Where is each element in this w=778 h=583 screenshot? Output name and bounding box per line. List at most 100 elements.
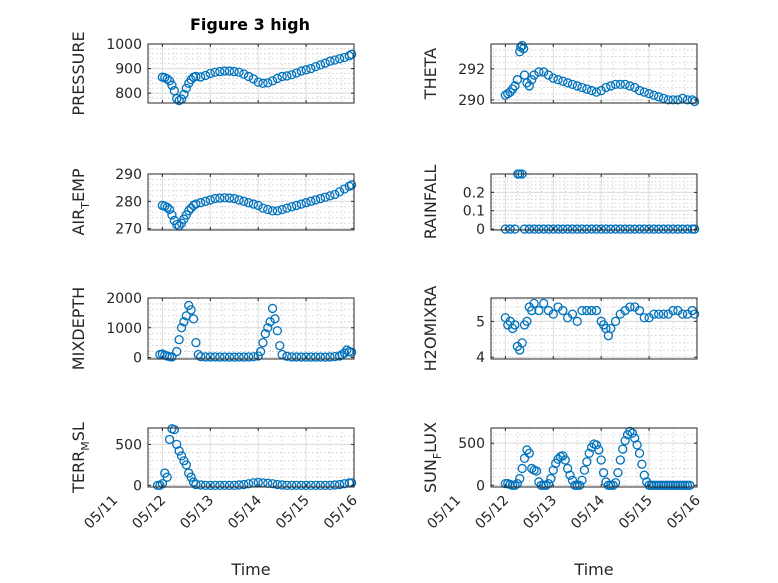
data-point	[596, 85, 606, 96]
data-point	[634, 448, 645, 458]
x-axis-label-left: Time	[230, 560, 270, 579]
data-point	[330, 189, 340, 200]
data-point	[572, 81, 582, 91]
data-point	[152, 480, 163, 491]
data-point	[320, 352, 330, 362]
data-point	[229, 193, 239, 204]
data-point	[174, 95, 184, 106]
data-point	[548, 309, 558, 319]
data-point	[179, 317, 189, 327]
axes-box	[490, 297, 698, 360]
data-point	[539, 67, 549, 77]
data-point	[181, 83, 191, 93]
data-point	[625, 81, 635, 91]
data-point	[205, 68, 215, 79]
x-tick-label: 05/12	[129, 493, 169, 533]
data-point	[689, 309, 700, 319]
data-point	[248, 199, 259, 209]
data-point	[291, 480, 302, 491]
data-point	[229, 66, 239, 77]
data-point	[330, 55, 340, 65]
data-point	[287, 70, 297, 80]
data-point	[296, 66, 306, 76]
data-point	[234, 67, 244, 77]
data-point	[567, 309, 578, 319]
data-point	[330, 480, 340, 490]
data-point	[179, 89, 189, 100]
data-point	[339, 479, 350, 489]
y-tick-label: 2000	[106, 291, 142, 307]
data-point	[510, 224, 520, 234]
data-point	[627, 428, 637, 438]
data-point	[164, 76, 175, 86]
data-point	[291, 352, 302, 362]
x-tick-label: 05/14	[225, 492, 265, 532]
data-point	[644, 224, 654, 234]
data-point	[325, 480, 335, 491]
data-point	[205, 195, 215, 205]
data-point	[646, 480, 657, 490]
data-point	[277, 71, 287, 82]
y-tick-label: 290	[115, 167, 142, 183]
data-point	[582, 305, 592, 316]
data-point	[344, 51, 354, 61]
data-point	[325, 191, 335, 201]
data-point	[224, 352, 235, 362]
x-tick-label: 05/14	[568, 492, 608, 532]
data-point	[666, 480, 676, 490]
y-tick-label: 1000	[106, 37, 142, 53]
panel-mixdepth: 0 1000 2000 MIXDEPTH	[69, 287, 357, 370]
data-point	[243, 198, 254, 208]
data-point	[620, 79, 630, 90]
data-point	[265, 317, 275, 327]
data-point	[654, 224, 664, 234]
data-point	[205, 352, 215, 362]
data-point	[306, 196, 316, 206]
data-point	[656, 480, 666, 490]
data-point	[663, 224, 673, 234]
data-point	[689, 96, 700, 107]
data-point	[582, 84, 592, 94]
data-point	[548, 224, 558, 234]
data-point	[531, 466, 542, 476]
data-point	[668, 480, 678, 490]
figure-title: Figure 3 high	[190, 15, 310, 34]
data-point	[334, 54, 345, 64]
data-point	[625, 224, 635, 234]
data-point	[639, 224, 649, 234]
data-point	[529, 298, 539, 309]
data-point	[654, 92, 664, 102]
data-point	[586, 85, 597, 96]
data-point	[663, 480, 673, 490]
y-tick-label: 0.2	[463, 185, 485, 201]
data-point	[606, 81, 616, 91]
y-axis-label-sun_flux: SUNFLUX	[421, 422, 444, 493]
data-point	[234, 480, 244, 490]
data-point	[200, 70, 211, 81]
y-tick-label: 4	[476, 350, 485, 366]
data-point	[162, 472, 172, 482]
data-point	[534, 224, 544, 234]
data-point	[606, 480, 616, 490]
panels: 800 900 1000 PRESSURE 290 292 THETA 270 280 290 AI…	[69, 31, 704, 532]
data-point	[524, 81, 534, 91]
data-point	[541, 480, 551, 490]
panel-pressure: 800 900 1000 PRESSURE	[69, 31, 357, 116]
data-point	[334, 187, 345, 197]
data-point	[263, 78, 273, 88]
data-point	[272, 206, 282, 216]
data-point	[615, 79, 625, 90]
y-tick-label: 270	[115, 222, 142, 238]
data-point	[630, 224, 640, 234]
data-point	[510, 320, 520, 330]
data-point	[243, 71, 254, 82]
data-point	[282, 203, 292, 213]
data-point	[191, 71, 201, 82]
data-point	[577, 224, 587, 234]
data-point	[620, 435, 630, 446]
data-point	[574, 480, 585, 490]
data-point	[596, 224, 606, 234]
data-point	[311, 352, 321, 362]
data-point	[630, 82, 640, 93]
